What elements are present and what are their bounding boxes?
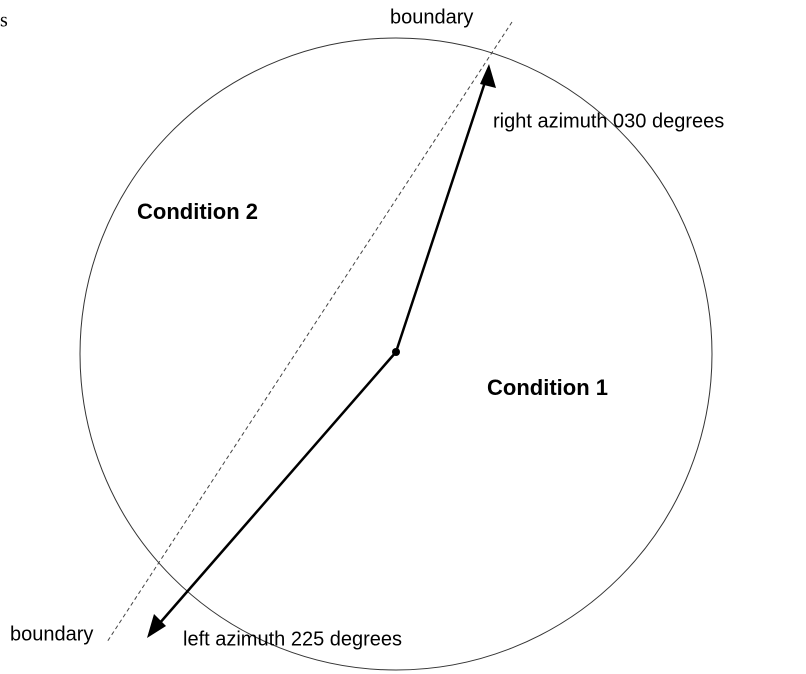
right-azimuth-label: right azimuth 030 degrees [493, 110, 724, 132]
boundary-label: boundary [390, 6, 473, 28]
boundary-label: boundary [10, 623, 93, 645]
circle [79, 37, 713, 671]
center-dot [392, 348, 400, 356]
left-arrow [151, 351, 397, 633]
left-azimuth-label: left azimuth 225 degrees [183, 628, 402, 650]
fragment-text: s [0, 10, 8, 32]
boundary-line [106, 21, 513, 643]
left-arrowhead [147, 614, 166, 638]
right-arrow [394, 69, 491, 353]
condition-2-label: Condition 2 [137, 199, 258, 224]
right-arrowhead [480, 64, 496, 88]
condition-1-label: Condition 1 [487, 375, 608, 400]
